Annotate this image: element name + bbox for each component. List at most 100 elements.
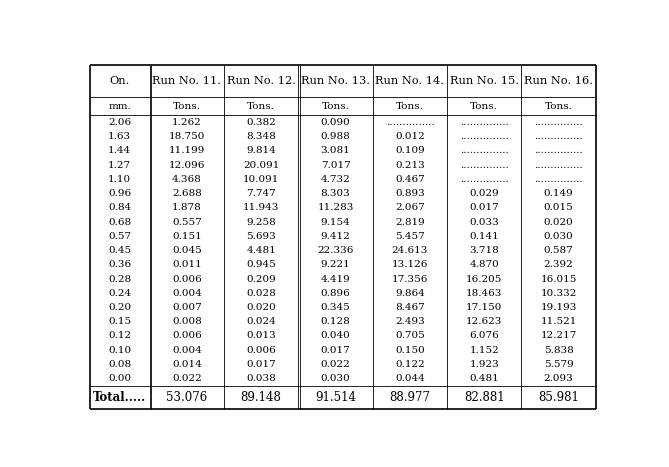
Text: 0.020: 0.020 (246, 303, 276, 312)
Text: ...............: ............... (460, 132, 508, 141)
Text: 1.10: 1.10 (108, 175, 131, 184)
Text: 4.481: 4.481 (246, 246, 276, 255)
Text: 5.579: 5.579 (544, 360, 573, 369)
Text: mm.: mm. (108, 101, 131, 111)
Text: 0.028: 0.028 (246, 289, 276, 298)
Text: 24.613: 24.613 (392, 246, 428, 255)
Text: Run No. 15.: Run No. 15. (450, 76, 518, 86)
Text: 4.870: 4.870 (470, 260, 499, 269)
Text: 0.345: 0.345 (320, 303, 351, 312)
Text: Run No. 14.: Run No. 14. (375, 76, 444, 86)
Text: 8.348: 8.348 (246, 132, 276, 141)
Text: 0.24: 0.24 (108, 289, 131, 298)
Text: 11.199: 11.199 (169, 147, 205, 156)
Text: ...............: ............... (460, 147, 508, 156)
Text: ...............: ............... (460, 175, 508, 184)
Text: 0.017: 0.017 (470, 204, 499, 212)
Text: 0.004: 0.004 (172, 346, 201, 355)
Text: 22.336: 22.336 (317, 246, 354, 255)
Text: 11.283: 11.283 (317, 204, 354, 212)
Text: 6.076: 6.076 (470, 332, 499, 340)
Text: 0.109: 0.109 (395, 147, 425, 156)
Text: Tons.: Tons. (248, 101, 275, 111)
Text: 10.332: 10.332 (541, 289, 577, 298)
Text: 0.68: 0.68 (108, 218, 131, 226)
Text: 0.15: 0.15 (108, 317, 131, 326)
Text: 0.150: 0.150 (395, 346, 425, 355)
Text: 0.004: 0.004 (172, 289, 201, 298)
Text: 3.718: 3.718 (470, 246, 499, 255)
Text: 17.150: 17.150 (466, 303, 502, 312)
Text: 0.024: 0.024 (246, 317, 276, 326)
Text: 0.45: 0.45 (108, 246, 131, 255)
Text: 1.63: 1.63 (108, 132, 131, 141)
Text: 9.258: 9.258 (246, 218, 276, 226)
Text: 0.213: 0.213 (395, 161, 425, 170)
Text: ...............: ............... (535, 161, 583, 170)
Text: ...............: ............... (460, 161, 508, 170)
Text: 17.356: 17.356 (392, 275, 428, 283)
Text: 0.013: 0.013 (246, 332, 276, 340)
Text: 16.205: 16.205 (466, 275, 502, 283)
Text: ...............: ............... (460, 118, 508, 127)
Text: 11.521: 11.521 (541, 317, 577, 326)
Text: Run No. 16.: Run No. 16. (524, 76, 593, 86)
Text: 5.693: 5.693 (246, 232, 276, 241)
Text: 0.57: 0.57 (108, 232, 131, 241)
Text: 0.006: 0.006 (246, 346, 276, 355)
Text: 0.96: 0.96 (108, 189, 131, 198)
Text: 0.705: 0.705 (395, 332, 425, 340)
Text: 8.303: 8.303 (320, 189, 351, 198)
Text: Tons.: Tons. (545, 101, 573, 111)
Text: ...............: ............... (535, 132, 583, 141)
Text: 0.00: 0.00 (108, 374, 131, 383)
Text: Run No. 13.: Run No. 13. (301, 76, 370, 86)
Text: ...............: ............... (535, 147, 583, 156)
Text: 0.044: 0.044 (395, 374, 425, 383)
Text: 9.412: 9.412 (320, 232, 351, 241)
Text: 2.493: 2.493 (395, 317, 425, 326)
Text: 53.076: 53.076 (166, 391, 207, 404)
Text: 18.463: 18.463 (466, 289, 502, 298)
Text: 0.128: 0.128 (320, 317, 351, 326)
Text: Tons.: Tons. (173, 101, 201, 111)
Text: 0.030: 0.030 (544, 232, 573, 241)
Text: 2.093: 2.093 (544, 374, 573, 383)
Text: 0.020: 0.020 (544, 218, 573, 226)
Text: 0.149: 0.149 (544, 189, 573, 198)
Text: ...............: ............... (535, 118, 583, 127)
Text: 1.262: 1.262 (172, 118, 201, 127)
Text: 1.878: 1.878 (172, 204, 201, 212)
Text: 0.988: 0.988 (320, 132, 351, 141)
Text: 4.732: 4.732 (320, 175, 351, 184)
Text: 19.193: 19.193 (541, 303, 577, 312)
Text: 0.141: 0.141 (470, 232, 499, 241)
Text: 11.943: 11.943 (243, 204, 280, 212)
Text: 0.382: 0.382 (246, 118, 276, 127)
Text: 5.838: 5.838 (544, 346, 573, 355)
Text: 82.881: 82.881 (464, 391, 504, 404)
Text: 0.006: 0.006 (172, 332, 201, 340)
Text: 0.945: 0.945 (246, 260, 276, 269)
Text: 0.017: 0.017 (320, 346, 351, 355)
Text: 0.011: 0.011 (172, 260, 201, 269)
Text: 0.030: 0.030 (320, 374, 351, 383)
Text: 5.457: 5.457 (395, 232, 425, 241)
Text: 1.923: 1.923 (470, 360, 499, 369)
Text: 9.814: 9.814 (246, 147, 276, 156)
Text: 20.091: 20.091 (243, 161, 280, 170)
Text: 0.20: 0.20 (108, 303, 131, 312)
Text: 0.038: 0.038 (246, 374, 276, 383)
Text: 0.007: 0.007 (172, 303, 201, 312)
Text: 3.081: 3.081 (320, 147, 351, 156)
Text: 2.392: 2.392 (544, 260, 573, 269)
Text: 0.481: 0.481 (470, 374, 499, 383)
Text: 0.022: 0.022 (320, 360, 351, 369)
Text: 7.017: 7.017 (320, 161, 351, 170)
Text: 1.27: 1.27 (108, 161, 131, 170)
Text: 89.148: 89.148 (241, 391, 282, 404)
Text: 85.981: 85.981 (539, 391, 579, 404)
Text: 18.750: 18.750 (169, 132, 205, 141)
Text: 0.12: 0.12 (108, 332, 131, 340)
Text: On.: On. (110, 76, 130, 86)
